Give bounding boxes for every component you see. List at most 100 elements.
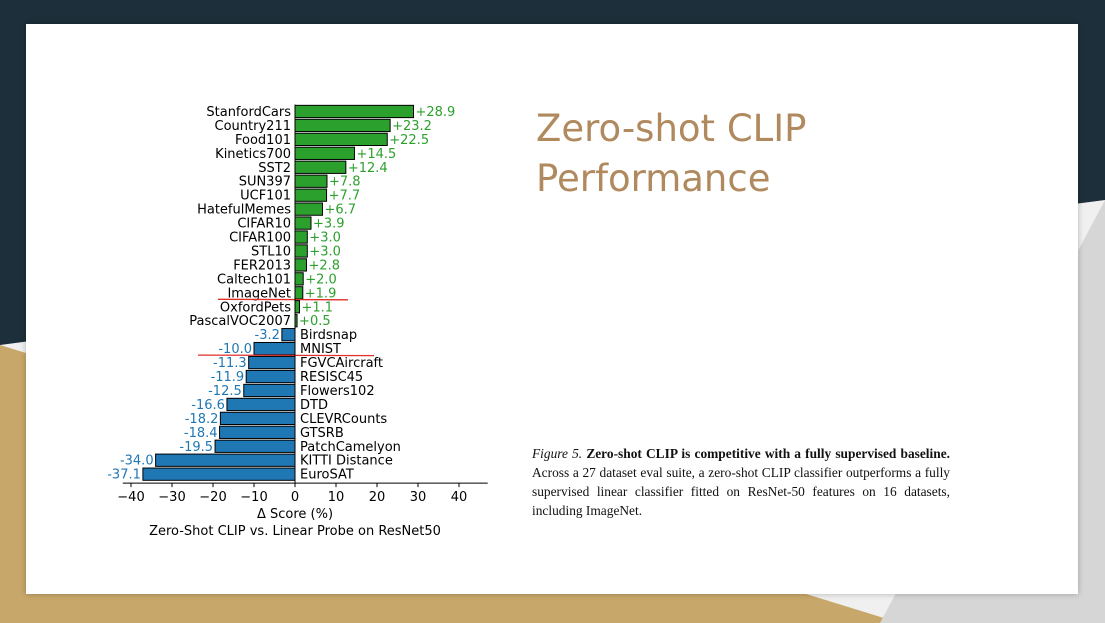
category-label-dtd: DTD bbox=[300, 398, 328, 413]
value-label-birdsnap: -3.2 bbox=[255, 328, 280, 343]
category-label-ucf101: UCF101 bbox=[240, 189, 291, 204]
caption-body-text: Across a 27 dataset eval suite, a zero-s… bbox=[532, 465, 950, 518]
value-label-fer2013: +2.8 bbox=[308, 258, 340, 273]
bar-clevrcounts bbox=[219, 411, 296, 426]
x-axis-label: Δ Score (%) bbox=[257, 507, 333, 522]
category-label-patchcamelyon: PatchCamelyon bbox=[300, 440, 401, 455]
category-label-birdsnap: Birdsnap bbox=[300, 328, 357, 343]
category-label-pascalvoc2007: PascalVOC2007 bbox=[189, 314, 291, 329]
value-label-clevrcounts: -18.2 bbox=[185, 412, 219, 427]
category-label-kitti-distance: KITTI Distance bbox=[300, 454, 393, 469]
category-label-mnist: MNIST bbox=[300, 342, 341, 357]
value-label-flowers102: -12.5 bbox=[208, 384, 242, 399]
value-label-sst2: +12.4 bbox=[348, 161, 388, 176]
x-tick-label-30: 30 bbox=[410, 490, 427, 505]
category-label-hatefulmemes: HatefulMemes bbox=[197, 203, 291, 218]
value-label-ucf101: +7.7 bbox=[329, 189, 361, 204]
bar-caltech101 bbox=[294, 272, 304, 286]
slide-title: Zero-shot CLIP Performance bbox=[536, 107, 807, 200]
value-label-mnist: -10.0 bbox=[218, 342, 252, 357]
bar-eurosat bbox=[142, 467, 296, 481]
value-label-sun397: +7.8 bbox=[329, 175, 361, 190]
bar-country211 bbox=[294, 118, 391, 133]
value-label-cifar10: +3.9 bbox=[313, 217, 345, 232]
category-label-caltech101: Caltech101 bbox=[217, 272, 291, 287]
value-label-hatefulmemes: +6.7 bbox=[324, 203, 356, 218]
category-label-sun397: SUN397 bbox=[239, 175, 291, 190]
category-label-cifar100: CIFAR100 bbox=[229, 231, 291, 246]
bar-food101 bbox=[294, 132, 388, 147]
x-tick-label-10: 10 bbox=[328, 490, 345, 505]
value-label-food101: +22.5 bbox=[389, 133, 429, 148]
bar-ucf101 bbox=[294, 188, 328, 202]
category-label-stanfordcars: StanfordCars bbox=[206, 105, 291, 120]
bar-sst2 bbox=[294, 160, 347, 174]
chart-caption: Zero-Shot CLIP vs. Linear Probe on ResNe… bbox=[149, 524, 441, 539]
x-tick-label-m40: −40 bbox=[117, 490, 144, 505]
bar-mnist bbox=[253, 341, 296, 356]
category-label-oxfordpets: OxfordPets bbox=[220, 300, 291, 315]
x-tick-label-m30: −30 bbox=[158, 490, 185, 505]
value-label-resisc45: -11.9 bbox=[211, 370, 245, 385]
bar-birdsnap bbox=[281, 328, 296, 342]
slide-panel: StanfordCars +28.9 Country211 +23.2 Food101 +… bbox=[26, 24, 1078, 594]
value-label-gtsrb: -18.4 bbox=[184, 426, 218, 441]
value-label-imagenet: +1.9 bbox=[305, 286, 337, 301]
category-label-resisc45: RESISC45 bbox=[300, 370, 363, 385]
bar-sun397 bbox=[294, 174, 328, 188]
x-tick-label-40: 40 bbox=[451, 490, 468, 505]
caption-bold-text: Zero-shot CLIP is competitive with a ful… bbox=[586, 446, 950, 461]
category-label-food101: Food101 bbox=[235, 133, 291, 148]
bar-dtd bbox=[226, 397, 296, 412]
value-label-fgvcaircraft: -11.3 bbox=[213, 356, 247, 371]
bar-stl10 bbox=[294, 244, 308, 258]
value-label-caltech101: +2.0 bbox=[305, 272, 337, 287]
category-label-eurosat: EuroSAT bbox=[300, 468, 354, 483]
value-label-kinetics700: +14.5 bbox=[356, 147, 396, 162]
value-label-eurosat: -37.1 bbox=[107, 468, 141, 483]
value-label-stanfordcars: +28.9 bbox=[415, 105, 455, 120]
bar-flowers102 bbox=[243, 383, 296, 398]
bar-kinetics700 bbox=[294, 146, 355, 160]
value-label-oxfordpets: +1.1 bbox=[302, 300, 334, 315]
bar-imagenet bbox=[294, 286, 304, 300]
value-label-pascalvoc2007: +0.5 bbox=[299, 314, 331, 329]
bar-kitti-distance bbox=[155, 453, 296, 467]
category-label-flowers102: Flowers102 bbox=[300, 384, 375, 399]
category-label-imagenet: ImageNet bbox=[227, 286, 291, 301]
figure-caption: Figure 5. Zero-shot CLIP is competitive … bbox=[532, 444, 950, 520]
value-label-stl10: +3.0 bbox=[309, 244, 341, 259]
bar-cifar10 bbox=[294, 216, 312, 230]
bar-gtsrb bbox=[219, 425, 296, 439]
x-tick-label-20: 20 bbox=[369, 490, 386, 505]
bar-chart: StanfordCars +28.9 Country211 +23.2 Food101 +… bbox=[107, 104, 488, 539]
value-label-cifar100: +3.0 bbox=[309, 231, 341, 246]
x-tick-label-0: 0 bbox=[291, 490, 299, 505]
category-label-kinetics700: Kinetics700 bbox=[215, 147, 291, 162]
bar-oxfordpets bbox=[294, 300, 301, 314]
category-label-fer2013: FER2013 bbox=[233, 258, 291, 273]
category-label-cifar10: CIFAR10 bbox=[237, 217, 291, 232]
category-label-clevrcounts: CLEVRCounts bbox=[300, 412, 387, 427]
bar-patchcamelyon bbox=[214, 439, 296, 453]
bar-fgvcaircraft bbox=[248, 355, 296, 370]
value-label-country211: +23.2 bbox=[392, 119, 432, 134]
bar-resisc45 bbox=[245, 369, 296, 384]
caption-figure-label: Figure 5. bbox=[532, 446, 583, 461]
value-label-kitti-distance: -34.0 bbox=[120, 454, 154, 469]
highlight-underline-imagenet bbox=[217, 298, 349, 301]
x-tick-label-m20: −20 bbox=[199, 490, 226, 505]
category-label-sst2: SST2 bbox=[258, 161, 291, 176]
highlight-underline-mnist bbox=[197, 354, 375, 357]
value-label-dtd: -16.6 bbox=[191, 398, 225, 413]
x-tick-label-m10: −10 bbox=[240, 490, 267, 505]
category-label-fgvcaircraft: FGVCAircraft bbox=[300, 356, 383, 371]
bar-hatefulmemes bbox=[294, 202, 323, 216]
category-label-stl10: STL10 bbox=[251, 244, 291, 259]
category-label-gtsrb: GTSRB bbox=[300, 426, 344, 441]
bar-fer2013 bbox=[294, 258, 307, 272]
bar-cifar100 bbox=[294, 230, 308, 244]
value-label-patchcamelyon: -19.5 bbox=[179, 440, 213, 455]
bar-stanfordcars bbox=[294, 104, 414, 119]
category-label-country211: Country211 bbox=[215, 119, 291, 134]
